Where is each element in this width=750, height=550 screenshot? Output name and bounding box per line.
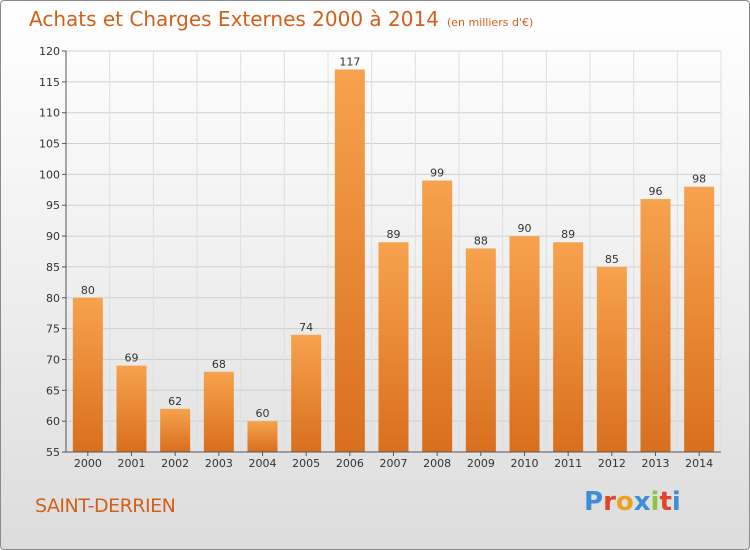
- bar: [509, 236, 540, 452]
- bar-value-label: 88: [474, 234, 488, 247]
- x-tick-label: 2002: [161, 457, 189, 470]
- bar-value-label: 80: [81, 284, 95, 297]
- y-tick-label: 65: [46, 384, 60, 397]
- bar-value-label: 68: [212, 358, 226, 371]
- x-tick-label: 2006: [336, 457, 364, 470]
- x-tick-label: 2003: [205, 457, 233, 470]
- bar: [334, 69, 365, 452]
- bar-value-label: 74: [299, 321, 313, 334]
- bar: [72, 297, 103, 452]
- bar: [422, 180, 453, 453]
- x-tick-label: 2004: [249, 457, 277, 470]
- chart-title: Achats et Charges Externes 2000 à 2014: [29, 7, 439, 31]
- bar-value-label: 117: [339, 56, 360, 69]
- bar: [203, 371, 234, 452]
- commune-name: SAINT-DERRIEN: [35, 495, 176, 517]
- logo-letter: i: [650, 487, 660, 517]
- y-tick-label: 110: [39, 107, 60, 120]
- bar-value-label: 98: [692, 173, 706, 186]
- x-tick-label: 2007: [380, 457, 408, 470]
- y-tick-label: 100: [39, 168, 60, 181]
- bar: [640, 199, 671, 452]
- bar: [160, 408, 191, 452]
- bar: [247, 421, 278, 452]
- bar: [116, 365, 147, 452]
- y-tick-label: 55: [46, 446, 60, 459]
- bar-value-label: 96: [649, 185, 663, 198]
- bar: [684, 186, 715, 452]
- y-tick-label: 80: [46, 292, 60, 305]
- logo-letter: r: [603, 487, 616, 517]
- bar-value-label: 60: [256, 407, 270, 420]
- bar: [378, 242, 409, 452]
- bar-value-label: 85: [605, 253, 619, 266]
- logo-letter: o: [615, 487, 634, 517]
- x-tick-label: 2011: [554, 457, 582, 470]
- chart-unit: (en milliers d'€): [446, 16, 534, 29]
- y-tick-label: 95: [46, 199, 60, 212]
- logo-letter: P: [584, 487, 604, 517]
- y-tick-label: 70: [46, 353, 60, 366]
- x-tick-label: 2008: [423, 457, 451, 470]
- logo-letter: t: [659, 487, 672, 517]
- logo-letter: x: [633, 487, 651, 517]
- bar-value-label: 62: [168, 395, 182, 408]
- title-row: Achats et Charges Externes 2000 à 2014 (e…: [29, 7, 533, 31]
- x-tick-label: 2005: [292, 457, 320, 470]
- y-tick-label: 75: [46, 323, 60, 336]
- y-tick-label: 105: [39, 138, 60, 151]
- y-tick-label: 90: [46, 230, 60, 243]
- axis-layer: 55 60 65 70 75 80 85 90 95 100 105 110 115 120 2000 200…: [39, 45, 721, 470]
- bar: [291, 334, 322, 452]
- bar: [465, 248, 496, 452]
- proxiti-logo[interactable]: Proxiti: [584, 487, 681, 517]
- y-tick-label: 85: [46, 261, 60, 274]
- bar: [553, 242, 584, 452]
- bar-value-label: 90: [518, 222, 532, 235]
- y-tick-label: 115: [39, 76, 60, 89]
- bar-value-label: 89: [561, 228, 575, 241]
- x-tick-label: 2000: [74, 457, 102, 470]
- y-tick-label: 60: [46, 415, 60, 428]
- x-tick-label: 2009: [467, 457, 495, 470]
- x-tick-label: 2001: [118, 457, 146, 470]
- x-tick-label: 2013: [642, 457, 670, 470]
- y-tick-label: 120: [39, 45, 60, 58]
- bar-value-label: 99: [430, 167, 444, 180]
- bar-value-label: 89: [387, 228, 401, 241]
- logo-letter: i: [671, 487, 681, 517]
- x-tick-label: 2012: [598, 457, 626, 470]
- bar-value-label: 69: [125, 352, 139, 365]
- x-tick-label: 2010: [511, 457, 539, 470]
- bar: [596, 266, 627, 452]
- x-tick-label: 2014: [685, 457, 713, 470]
- bar-layer: 80 69 62 68 60 74 117 89 99 88 90 89 85 96 98: [72, 56, 715, 453]
